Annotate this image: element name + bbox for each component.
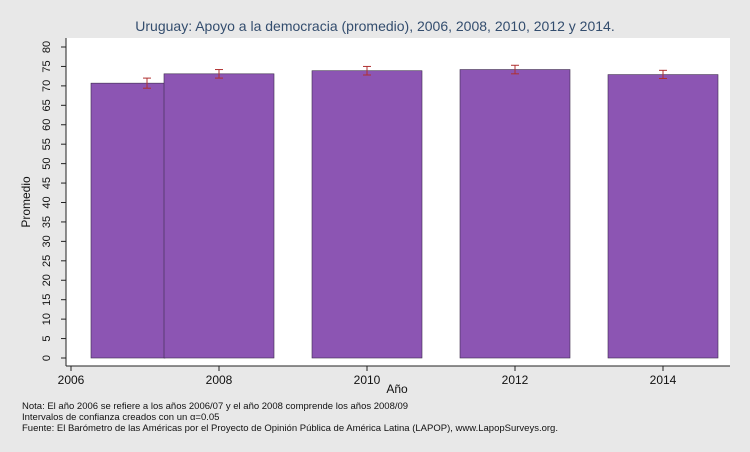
x-axis-label: Año (386, 382, 408, 396)
y-tick-label: 25 (41, 255, 53, 267)
x-tick-label: 2006 (58, 373, 85, 387)
bars-layer (90, 69, 719, 359)
bar-2006 (90, 82, 166, 359)
x-tick-label: 2014 (650, 373, 677, 387)
note-source: Fuente: El Barómetro de las Américas por… (22, 423, 558, 434)
y-tick-label: 80 (41, 41, 53, 53)
y-tick-label: 55 (41, 138, 53, 150)
y-tick-label: 30 (41, 235, 53, 247)
x-tick-label: 2010 (354, 373, 381, 387)
bar-2014 (607, 74, 719, 359)
y-ticks-layer: 0 5 10 15 20 25 30 35 40 45 50 55 60 65 70 75 80 (41, 41, 66, 361)
y-tick-label: 20 (41, 274, 53, 286)
bar-2008 (163, 73, 275, 359)
x-ticks-layer: 2006 2008 2010 2012 2014 (58, 366, 677, 387)
y-tick-label: 10 (41, 313, 53, 325)
bar-2010 (311, 70, 423, 359)
y-axis-label: Promedio (19, 176, 33, 228)
bar-2012 (459, 69, 571, 359)
y-tick-label: 45 (41, 177, 53, 189)
y-tick-label: 0 (41, 355, 53, 361)
y-tick-label: 65 (41, 99, 53, 111)
x-tick-label: 2012 (502, 373, 529, 387)
y-tick-label: 15 (41, 294, 53, 306)
y-tick-label: 60 (41, 119, 53, 131)
x-tick-label: 2008 (206, 373, 233, 387)
note-line-1: Nota: El año 2006 se refiere a los años … (22, 401, 409, 412)
y-tick-label: 75 (41, 60, 53, 72)
error-bars-layer (143, 64, 667, 89)
chart-title: Uruguay: Apoyo a la democracia (promedio… (135, 18, 615, 34)
y-tick-label: 70 (41, 80, 53, 92)
y-tick-label: 40 (41, 196, 53, 208)
y-tick-label: 35 (41, 216, 53, 228)
y-tick-label: 5 (41, 336, 53, 342)
note-line-2: Intervalos de confianza creados con un α… (22, 412, 220, 423)
y-tick-label: 50 (41, 158, 53, 170)
